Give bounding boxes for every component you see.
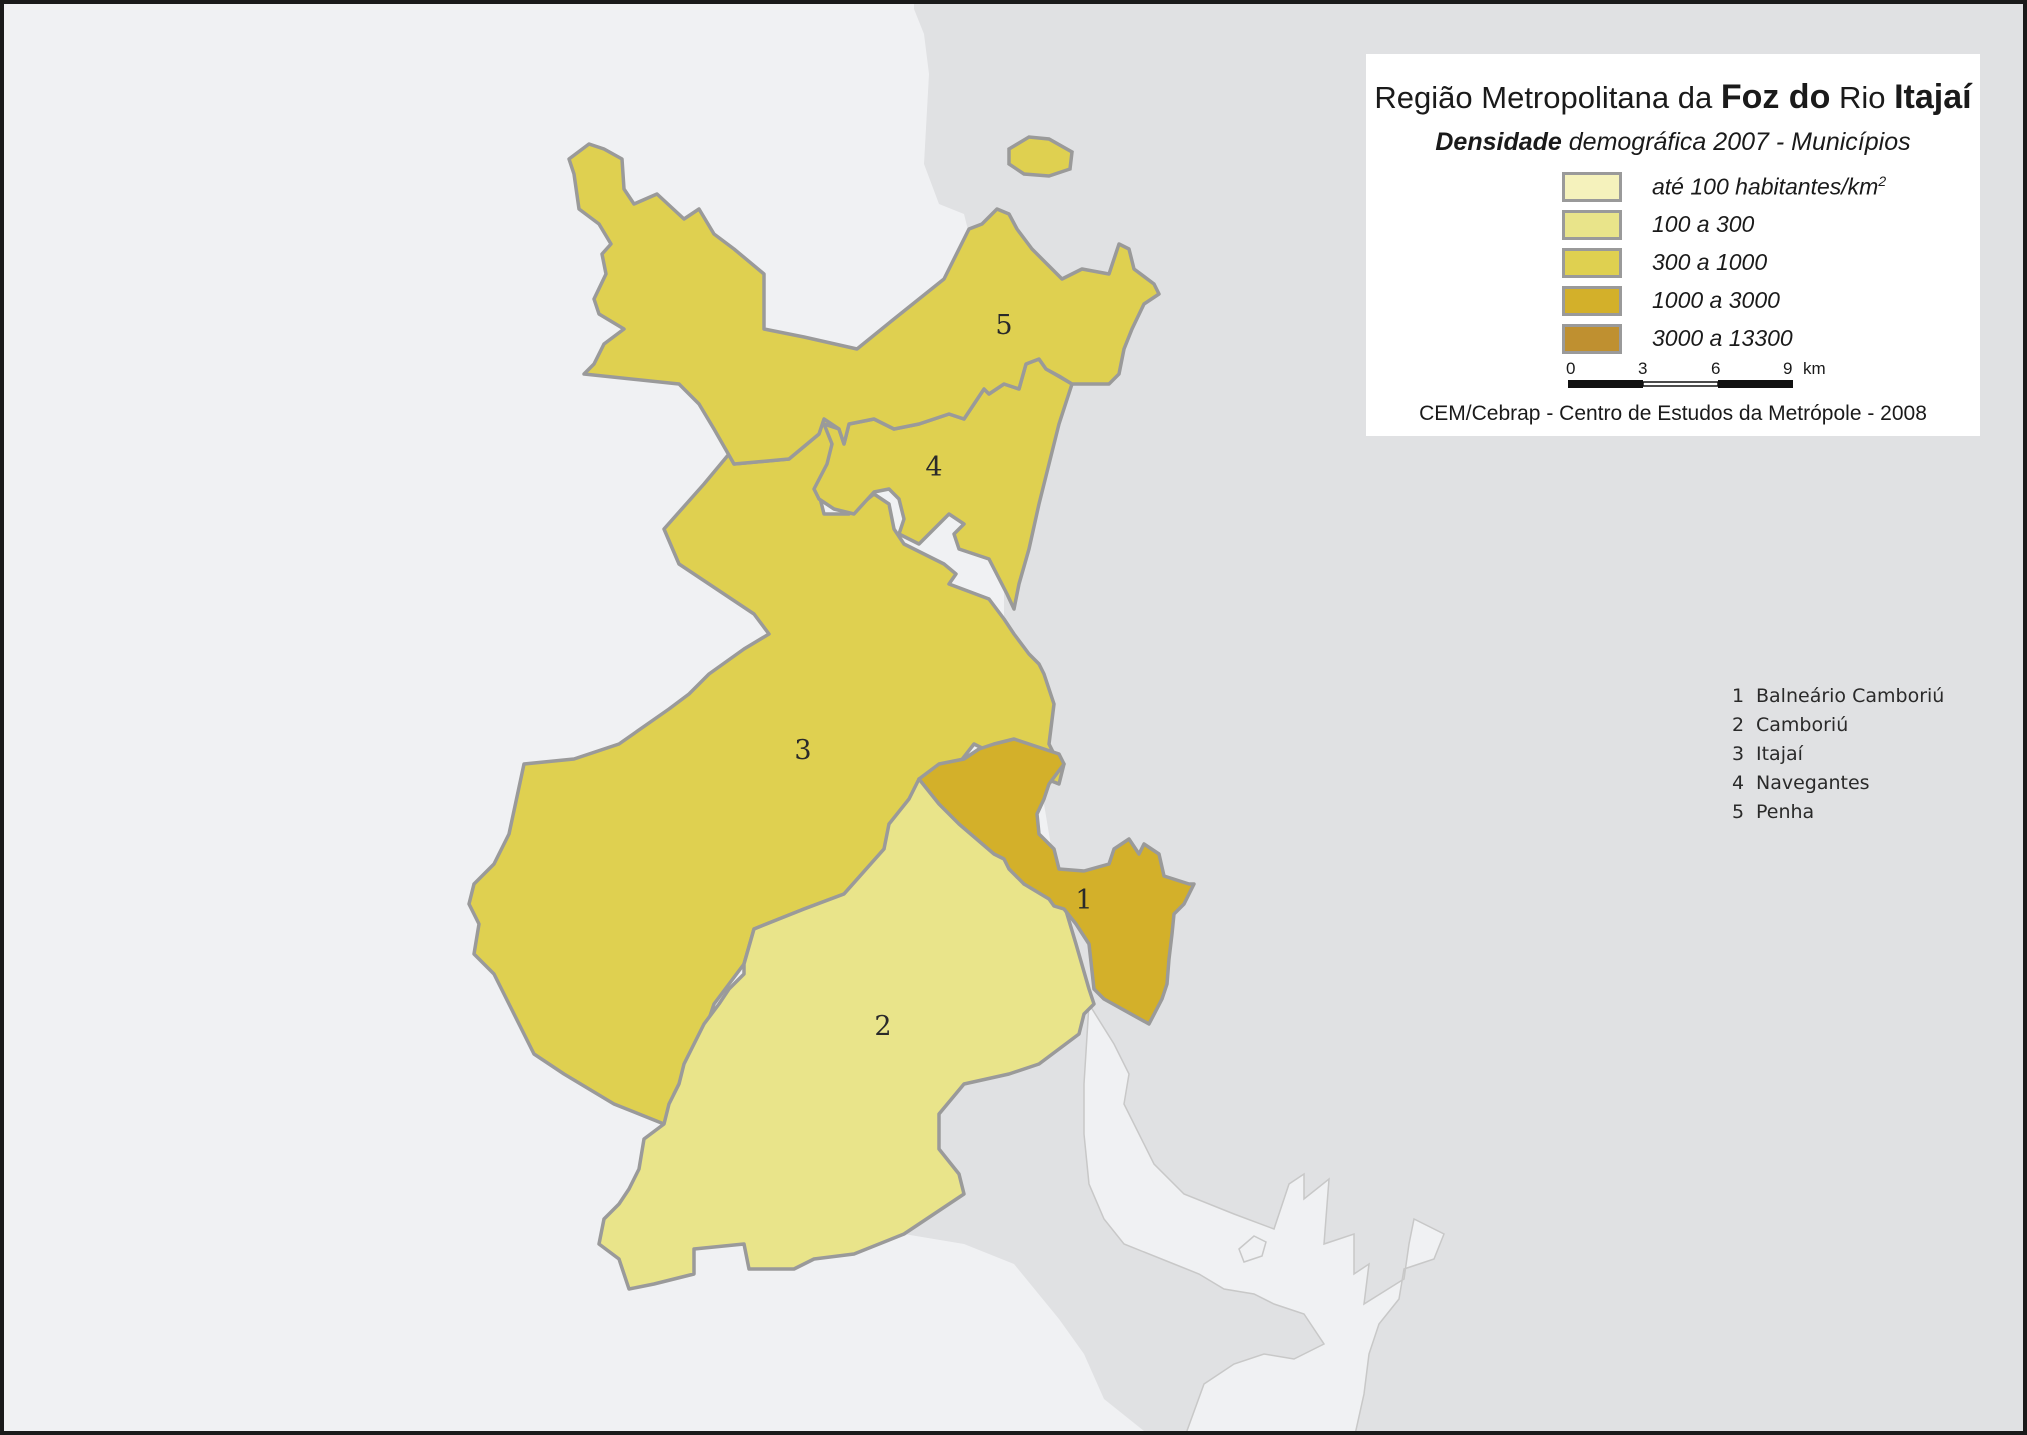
map-label-3: 3 <box>794 735 811 766</box>
legend-swatch-1 <box>1562 172 1622 202</box>
map-subtitle: Densidade demográfica 2007 - Municípios <box>1366 128 1980 157</box>
list-item: 3 Itajaí <box>1732 743 1803 765</box>
scale-tick-6: 6 <box>1711 359 1721 378</box>
scale-tick-9: 9 <box>1783 359 1793 378</box>
legend-swatch-3 <box>1562 248 1622 278</box>
legend-label-2: 100 a 300 <box>1652 211 1755 237</box>
subtitle-rest: demográfica 2007 - Municípios <box>1568 128 1911 156</box>
legend-label-3: 300 a 1000 <box>1652 249 1768 275</box>
title-middle: Rio <box>1838 80 1886 115</box>
map-label-2: 2 <box>874 1011 891 1042</box>
legend-box: Região Metropolitana da Foz do Rio Itaja… <box>1366 54 1980 436</box>
subtitle-bold: Densidade <box>1435 128 1562 156</box>
island-coast-south <box>1083 1001 1445 1431</box>
list-item: 2 Camboriú <box>1732 714 1849 736</box>
scale-tick-3: 3 <box>1638 359 1648 378</box>
island-small-south <box>1238 1235 1267 1263</box>
list-item: 1 Balneário Camboriú <box>1732 685 1945 707</box>
map-label-4: 4 <box>925 452 942 483</box>
municipality-2-camboriu[interactable] <box>597 762 1096 1291</box>
island-small-north <box>1007 135 1074 178</box>
title-bold-part-2: Itajaí <box>1894 78 1972 116</box>
legend-label-1: até 100 habitantes/km2 <box>1652 173 1887 200</box>
scale-unit: km <box>1803 359 1826 378</box>
title-prefix: Região Metropolitana da <box>1374 80 1713 115</box>
scale-tick-0: 0 <box>1566 359 1576 378</box>
legend-swatch-2 <box>1562 210 1622 240</box>
scale-segment-1 <box>1568 380 1643 388</box>
title-bold-part-1: Foz do <box>1720 78 1831 116</box>
legend-label-4: 1000 a 3000 <box>1652 287 1780 313</box>
municipality-1-balneario-camboriu[interactable] <box>917 737 1196 1026</box>
scale-bar <box>1568 380 1793 388</box>
map-label-1: 1 <box>1075 885 1092 916</box>
list-item: 5 Penha <box>1732 801 1815 823</box>
source-credit: CEM/Cebrap - Centro de Estudos da Metróp… <box>1419 402 1927 425</box>
legend-swatch-4 <box>1562 286 1622 316</box>
list-item: 4 Navegantes <box>1732 772 1870 794</box>
legend-label-5: 3000 a 13300 <box>1652 325 1793 351</box>
municipality-5-penha[interactable] <box>567 142 1161 466</box>
map-title: Região Metropolitana da Foz do Rio Itaja… <box>1366 78 1980 117</box>
legend-swatch-5 <box>1562 324 1622 354</box>
map-label-5: 5 <box>995 310 1012 341</box>
scale-segment-3 <box>1718 380 1793 388</box>
scale-segment-2 <box>1642 381 1719 387</box>
